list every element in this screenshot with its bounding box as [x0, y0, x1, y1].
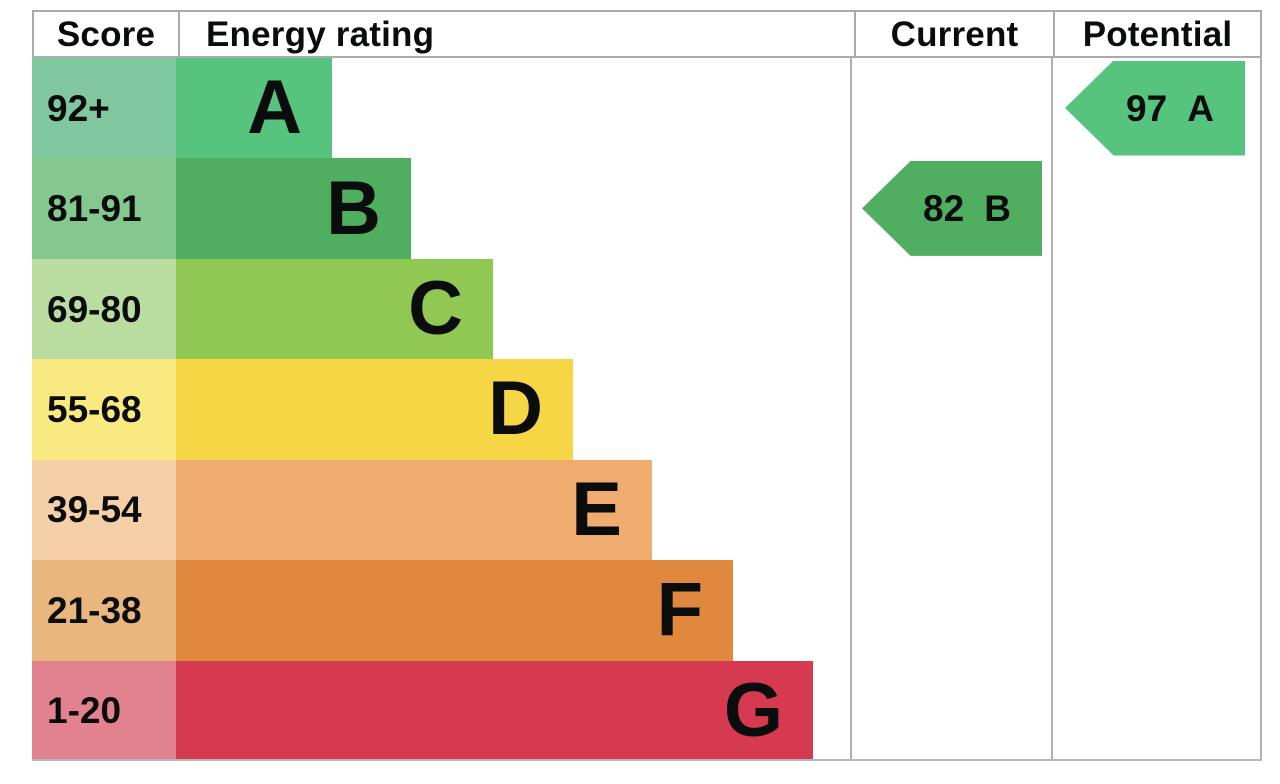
band-letter: A — [247, 65, 302, 151]
band-letter: G — [723, 667, 783, 753]
band-score-label: 39-54 — [47, 489, 142, 531]
band-score-cell: 81-91 — [32, 158, 176, 259]
band-bar: B — [176, 158, 411, 259]
table-header-row: Score Energy rating Current Potential — [32, 10, 1262, 58]
band-score-cell: 1-20 — [32, 660, 176, 761]
band-row-d: 55-68 D — [32, 359, 1262, 460]
header-energy-rating: Energy rating — [178, 12, 854, 56]
current-column-divider — [850, 58, 852, 761]
band-score-cell: 69-80 — [32, 258, 176, 360]
potential-rating-value: 97 — [1126, 87, 1168, 129]
band-score-cell: 55-68 — [32, 359, 176, 460]
band-score-cell: 39-54 — [32, 459, 176, 561]
band-letter: E — [571, 466, 622, 552]
band-row-f: 21-38 F — [32, 560, 1262, 661]
potential-column-divider — [1051, 58, 1053, 761]
header-current: Current — [854, 12, 1053, 56]
band-score-label: 92+ — [47, 87, 110, 129]
band-score-cell: 92+ — [32, 58, 176, 159]
band-bar: G — [176, 660, 813, 761]
potential-rating-letter: A — [1187, 87, 1214, 129]
current-rating-value: 82 — [923, 187, 965, 229]
band-bar: A — [176, 58, 332, 159]
band-row-g: 1-20 G — [32, 660, 1262, 761]
rating-table: Score Energy rating Current Potential 92… — [32, 10, 1262, 761]
band-letter: F — [656, 567, 703, 653]
current-rating-letter: B — [984, 187, 1011, 229]
band-bar: D — [176, 359, 573, 460]
header-potential: Potential — [1053, 12, 1260, 56]
header-score: Score — [56, 14, 156, 54]
band-score-cell: 21-38 — [32, 560, 176, 661]
band-letter: D — [488, 366, 543, 452]
band-bar: E — [176, 459, 652, 561]
band-score-label: 21-38 — [47, 589, 142, 631]
band-row-c: 69-80 C — [32, 258, 1262, 360]
band-letter: C — [408, 266, 463, 352]
band-score-label: 81-91 — [47, 188, 142, 230]
band-score-label: 55-68 — [47, 388, 142, 430]
band-letter: B — [326, 165, 381, 251]
band-bar: F — [176, 560, 733, 661]
band-rows: 92+ A 81-91 B 69-80 C 55-68 D 39-54 E 21… — [32, 58, 1262, 761]
band-score-label: 1-20 — [47, 690, 122, 732]
table-bottom-border — [32, 759, 1262, 761]
band-score-label: 69-80 — [47, 288, 142, 330]
band-row-b: 81-91 B — [32, 158, 1262, 259]
band-row-a: 92+ A — [32, 58, 1262, 159]
band-row-e: 39-54 E — [32, 459, 1262, 561]
table-right-border — [1260, 58, 1262, 761]
band-bar: C — [176, 258, 493, 360]
